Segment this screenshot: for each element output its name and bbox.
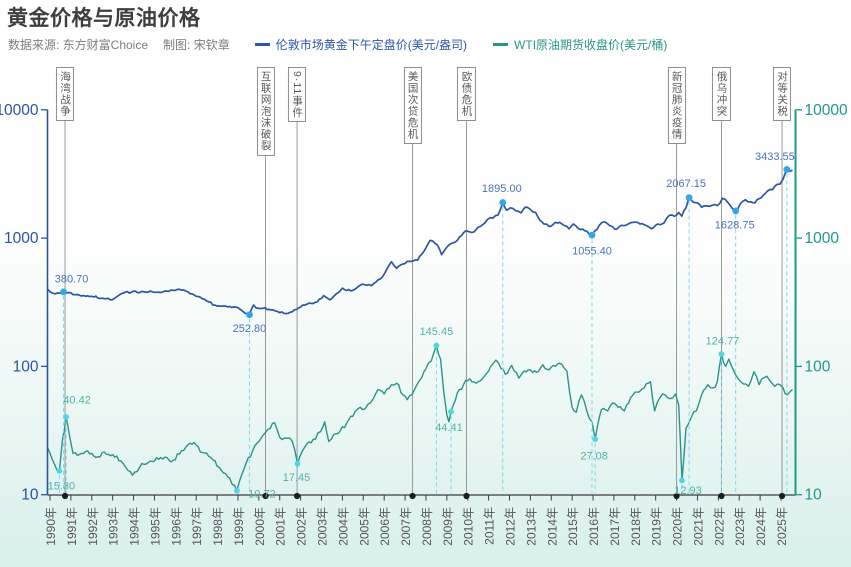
x-tick-label: 2014年: [545, 507, 559, 546]
left-y-tick-label: 1000: [4, 230, 39, 247]
x-tick-label: 2023年: [733, 507, 747, 546]
x-tick-label: 2008年: [420, 507, 434, 546]
x-tick-label: 1993年: [107, 507, 121, 546]
x-tick-label: 2012年: [503, 507, 517, 546]
left-y-tick-label: 100: [13, 358, 39, 375]
oil-callout-dot: [294, 460, 301, 467]
x-tick-label: 2013年: [524, 507, 538, 546]
callout-value-label: 1895.00: [482, 183, 522, 195]
oil-callout-dot: [63, 413, 69, 420]
oil-callout-dot: [592, 436, 599, 443]
x-tick-label: 1997年: [190, 507, 204, 546]
oil-callout-dot: [56, 468, 63, 474]
x-tick-label: 2009年: [441, 507, 455, 546]
oil-callout-dot: [234, 487, 240, 494]
callout-value-label: 40.42: [63, 394, 91, 406]
callout-value-label: 252.80: [233, 323, 267, 335]
left-y-tick-label: 10: [21, 487, 39, 504]
gold-callout-dot: [783, 165, 791, 173]
x-tick-label: 2024年: [754, 507, 768, 546]
legend-label: WTI原油期货收盘价(美元/桶): [514, 38, 668, 52]
callout-value-label: 27.08: [580, 451, 608, 463]
gold-callout-dot: [732, 207, 740, 215]
x-tick-label: 2007年: [399, 507, 413, 546]
callout-value-label: 145.45: [420, 326, 454, 338]
x-tick-label: 1999年: [232, 507, 246, 546]
gold-callout-dot: [588, 231, 596, 239]
gold-callout-dot: [246, 311, 253, 319]
legend-item-1: WTI原油期货收盘价(美元/桶): [493, 36, 667, 53]
event-axis-marker: [463, 492, 470, 500]
callout-value-label: 1628.75: [715, 219, 755, 231]
right-y-tick-label: 10000: [805, 102, 848, 119]
legend-label: 伦敦市场黄金下午定盘价(美元/盎司): [275, 38, 468, 52]
x-tick-label: 1991年: [65, 507, 79, 546]
x-tick-label: 1992年: [86, 507, 100, 546]
x-tick-label: 2015年: [566, 507, 580, 546]
x-tick-label: 2020年: [671, 507, 685, 546]
x-tick-label: 2019年: [650, 507, 664, 546]
legend: 伦敦市场黄金下午定盘价(美元/盎司) WTI原油期货收盘价(美元/桶): [254, 36, 667, 53]
gold-callout-dot: [685, 194, 693, 202]
x-tick-label: 2021年: [691, 507, 705, 546]
callout-value-label: 10.72: [248, 488, 276, 500]
data-source: 数据来源: 东方财富Choice: [8, 38, 149, 52]
callout-value-label: 380.70: [55, 273, 89, 285]
right-y-tick-label: 100: [805, 358, 831, 375]
x-tick-label: 2001年: [274, 507, 288, 546]
event-axis-marker: [293, 492, 301, 500]
oil-callout-dot: [433, 342, 440, 349]
legend-swatch: [254, 43, 270, 46]
event-axis-marker: [778, 492, 786, 500]
right-y-tick-label: 10: [805, 487, 823, 504]
legend-item-0: 伦敦市场黄金下午定盘价(美元/盎司): [254, 36, 468, 53]
x-tick-label: 1996年: [169, 507, 183, 546]
gold-series-line: [47, 168, 793, 316]
callout-value-label: 3433.55: [755, 151, 795, 163]
callout-value-label: 15.30: [48, 481, 76, 493]
oil-callout-dot: [718, 351, 725, 357]
x-tick-label: 2004年: [336, 507, 350, 546]
event-axis-marker: [673, 492, 680, 500]
gold-callout-dot: [499, 199, 507, 206]
x-tick-label: 2017年: [608, 507, 622, 546]
gold-callout-dot: [60, 288, 67, 296]
x-tick-label: 2006年: [378, 507, 392, 546]
x-tick-label: 2005年: [357, 507, 371, 546]
callout-value-label: 17.45: [283, 472, 311, 484]
oil-series-line: [47, 344, 793, 492]
x-tick-label: 2002年: [295, 507, 309, 546]
callout-value-label: 1055.40: [572, 246, 612, 258]
x-tick-label: 2003年: [316, 507, 330, 546]
x-tick-label: 1990年: [44, 507, 58, 546]
callout-value-label: 2067.15: [666, 178, 706, 190]
oil-callout-dot: [679, 477, 685, 484]
x-tick-label: 2025年: [775, 507, 789, 546]
event-axis-marker: [61, 492, 69, 500]
callout-value-label: 124.77: [706, 336, 740, 348]
x-tick-label: 2000年: [253, 507, 267, 546]
callout-value-label: 12.93: [674, 485, 702, 497]
legend-swatch: [493, 43, 509, 46]
x-tick-label: 1998年: [211, 507, 225, 546]
oil-callout-dot: [448, 408, 454, 415]
x-tick-label: 2018年: [629, 507, 643, 546]
x-tick-label: 2016年: [587, 507, 601, 546]
x-tick-label: 1995年: [148, 507, 162, 546]
event-axis-marker: [718, 492, 725, 500]
callout-value-label: 44.41: [435, 422, 463, 434]
x-tick-label: 1994年: [128, 507, 142, 546]
meta-row: 数据来源: 东方财富Choice 制图: 宋钦章 伦敦市场黄金下午定盘价(美元/…: [8, 36, 667, 53]
x-tick-label: 2011年: [483, 507, 497, 545]
left-y-tick-label: 10000: [0, 102, 39, 119]
x-tick-label: 2022年: [712, 507, 726, 546]
event-axis-marker: [409, 492, 416, 500]
event-axis-marker: [262, 492, 269, 500]
page-title: 黄金价格与原油价格: [7, 7, 201, 30]
chart-author: 制图: 宋钦章: [163, 38, 230, 52]
right-y-tick-label: 1000: [805, 230, 840, 247]
x-tick-label: 2010年: [462, 507, 476, 546]
